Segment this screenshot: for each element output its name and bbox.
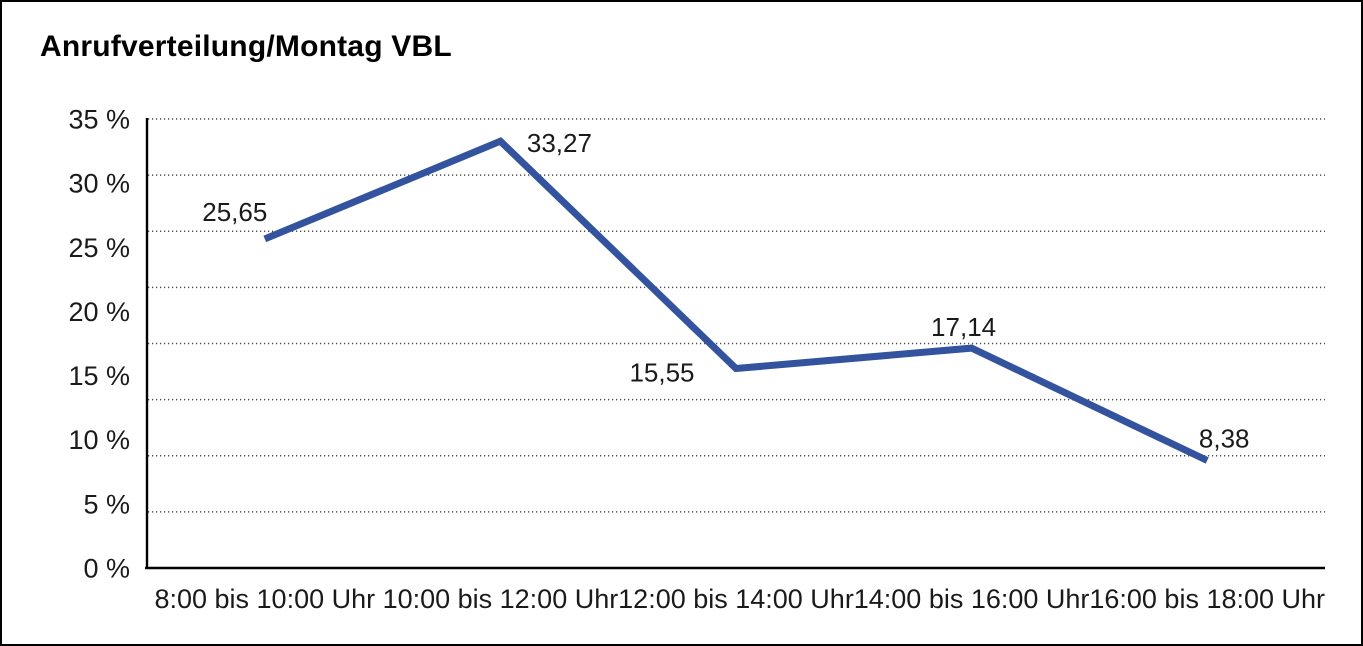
point-label: 33,27 — [527, 128, 592, 158]
x-category-label: 10:00 bis 12:00 Uhr — [383, 584, 619, 614]
chart-title: Anrufverteilung/Montag VBL — [40, 30, 452, 63]
y-tick-label: 0 % — [83, 554, 130, 584]
y-tick-label: 25 % — [68, 233, 130, 263]
x-category-label: 12:00 bis 14:00 Uhr — [618, 584, 854, 614]
series-line — [263, 137, 1209, 464]
y-tick-label: 5 % — [83, 489, 130, 519]
y-tick-label: 10 % — [68, 425, 130, 455]
x-category-label: 14:00 bis 16:00 Uhr — [854, 584, 1090, 614]
x-category-label: 8:00 bis 10:00 Uhr — [154, 584, 375, 614]
point-label: 17,14 — [931, 312, 996, 342]
y-tick-label: 30 % — [68, 169, 130, 199]
y-tick-label: 35 % — [68, 105, 130, 135]
x-category-label: 16:00 bis 18:00 Uhr — [1089, 584, 1325, 614]
y-tick-label: 20 % — [68, 297, 130, 327]
point-label: 8,38 — [1199, 423, 1250, 453]
point-label: 15,55 — [629, 358, 694, 388]
y-tick-label: 15 % — [68, 361, 130, 391]
point-label: 25,65 — [202, 197, 267, 227]
